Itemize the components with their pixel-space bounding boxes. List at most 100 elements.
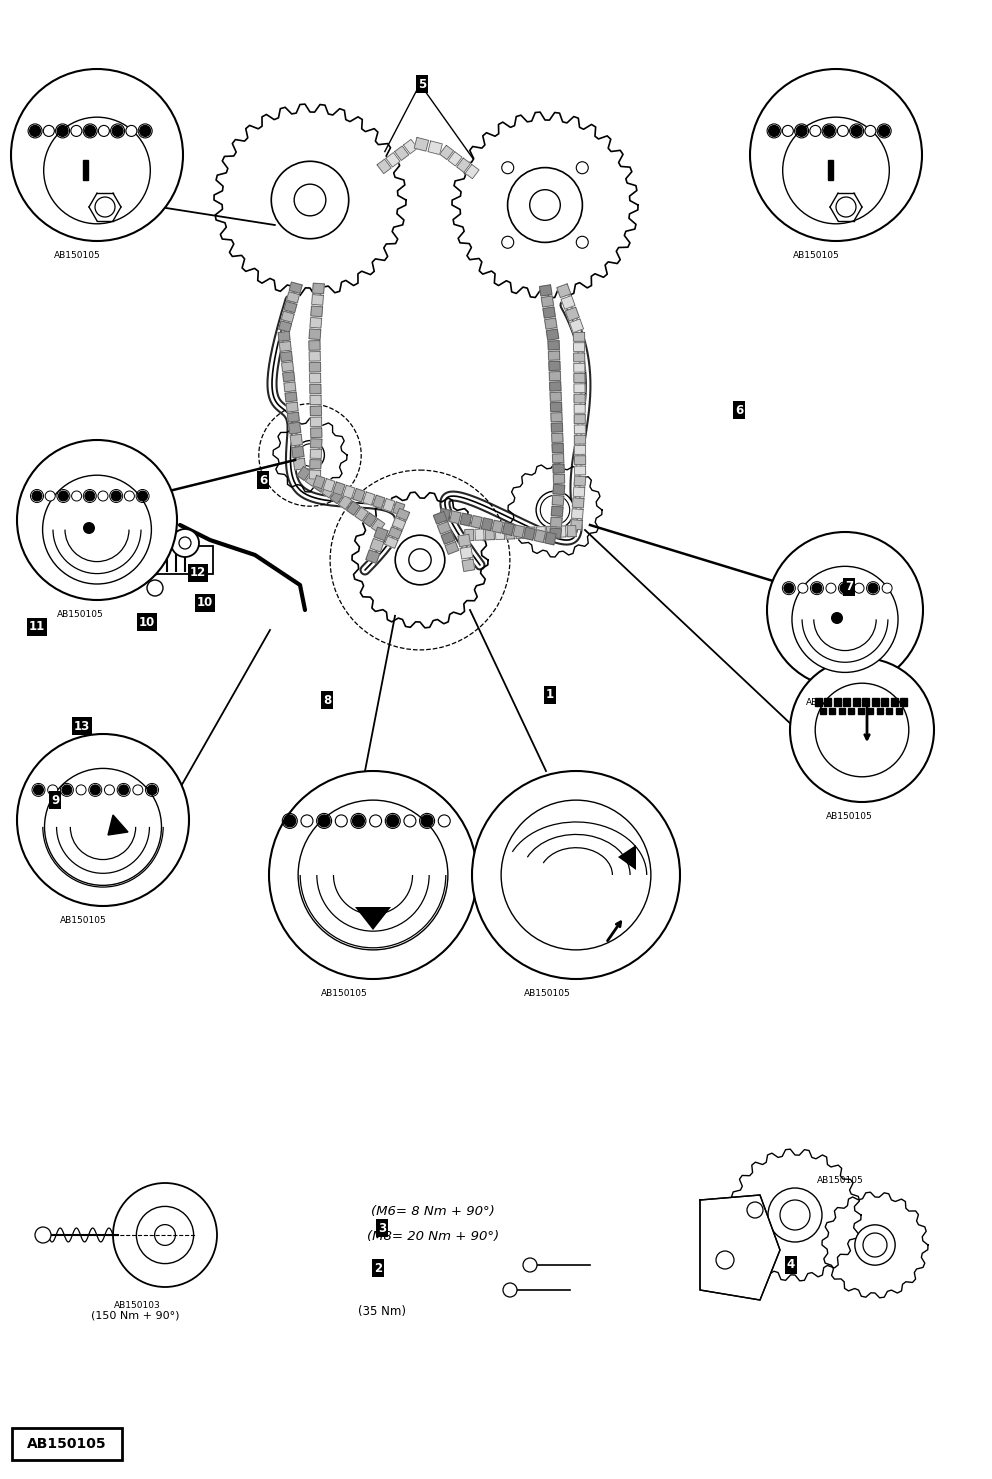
Polygon shape [310, 385, 321, 393]
Polygon shape [310, 318, 321, 328]
Polygon shape [881, 698, 888, 705]
Circle shape [502, 237, 514, 248]
Text: 10: 10 [196, 596, 213, 609]
Circle shape [318, 815, 330, 827]
Circle shape [501, 800, 651, 950]
Text: 8: 8 [322, 694, 331, 707]
Polygon shape [547, 527, 556, 537]
Circle shape [48, 785, 58, 794]
Polygon shape [310, 395, 321, 405]
Polygon shape [292, 447, 304, 458]
Polygon shape [573, 487, 585, 497]
Polygon shape [513, 525, 525, 538]
Circle shape [826, 583, 836, 593]
Polygon shape [287, 402, 299, 413]
Polygon shape [312, 282, 324, 294]
Polygon shape [867, 708, 873, 714]
Polygon shape [310, 470, 320, 479]
Polygon shape [279, 321, 292, 331]
Circle shape [62, 785, 71, 794]
Circle shape [851, 126, 862, 136]
Circle shape [809, 126, 820, 136]
Polygon shape [542, 296, 554, 308]
Polygon shape [83, 160, 88, 180]
Polygon shape [475, 529, 484, 540]
Polygon shape [383, 498, 395, 512]
Text: 6: 6 [259, 473, 267, 487]
Polygon shape [862, 698, 869, 705]
Circle shape [299, 800, 447, 950]
Circle shape [523, 1259, 537, 1272]
Polygon shape [437, 522, 451, 534]
Polygon shape [396, 509, 410, 521]
Polygon shape [574, 456, 585, 464]
Circle shape [32, 491, 42, 501]
Circle shape [34, 785, 44, 794]
Polygon shape [290, 435, 303, 447]
Circle shape [133, 785, 143, 794]
Polygon shape [572, 498, 584, 507]
Polygon shape [371, 519, 385, 532]
Polygon shape [310, 460, 321, 469]
Polygon shape [574, 424, 585, 433]
Text: 5: 5 [418, 77, 427, 90]
Text: (M8= 20 Nm + 90°): (M8= 20 Nm + 90°) [367, 1231, 499, 1242]
Polygon shape [313, 478, 327, 493]
Circle shape [863, 1233, 887, 1257]
Circle shape [44, 126, 55, 136]
Polygon shape [574, 385, 585, 393]
Circle shape [17, 439, 177, 600]
Polygon shape [346, 501, 360, 515]
Polygon shape [309, 340, 320, 351]
Polygon shape [452, 112, 638, 297]
Polygon shape [553, 444, 563, 453]
Polygon shape [310, 417, 321, 426]
Polygon shape [395, 146, 409, 160]
Text: 11: 11 [29, 621, 45, 633]
Polygon shape [543, 308, 556, 318]
Polygon shape [298, 466, 310, 481]
Circle shape [767, 532, 923, 688]
Text: 1: 1 [546, 689, 555, 701]
Text: 7: 7 [845, 580, 853, 593]
Polygon shape [570, 519, 582, 529]
Polygon shape [280, 342, 292, 352]
Text: 4: 4 [787, 1259, 796, 1272]
Polygon shape [729, 1149, 861, 1281]
Polygon shape [526, 527, 536, 538]
Circle shape [780, 1199, 810, 1231]
Polygon shape [574, 435, 585, 444]
Circle shape [811, 583, 822, 593]
Circle shape [438, 815, 450, 827]
Polygon shape [441, 531, 454, 544]
Polygon shape [573, 343, 584, 352]
Polygon shape [535, 529, 546, 543]
Circle shape [84, 126, 95, 136]
Text: AB150105: AB150105 [793, 251, 840, 260]
Polygon shape [824, 698, 831, 705]
Polygon shape [449, 510, 461, 524]
Circle shape [30, 126, 41, 136]
Polygon shape [284, 382, 296, 392]
Text: AB150105: AB150105 [806, 698, 853, 707]
Polygon shape [886, 708, 892, 714]
Polygon shape [284, 302, 297, 312]
Circle shape [112, 126, 123, 136]
Text: AB150105: AB150105 [816, 1176, 863, 1185]
Circle shape [865, 126, 876, 136]
Circle shape [747, 1202, 763, 1219]
Circle shape [790, 658, 934, 802]
Polygon shape [481, 518, 493, 531]
Circle shape [301, 815, 312, 827]
Polygon shape [561, 296, 575, 309]
Polygon shape [573, 374, 585, 383]
Polygon shape [445, 541, 458, 555]
Polygon shape [819, 708, 825, 714]
Polygon shape [549, 361, 560, 371]
Polygon shape [872, 698, 879, 705]
Circle shape [536, 491, 574, 529]
Circle shape [472, 771, 680, 979]
Polygon shape [506, 528, 515, 540]
Polygon shape [392, 518, 406, 529]
Polygon shape [108, 815, 128, 836]
